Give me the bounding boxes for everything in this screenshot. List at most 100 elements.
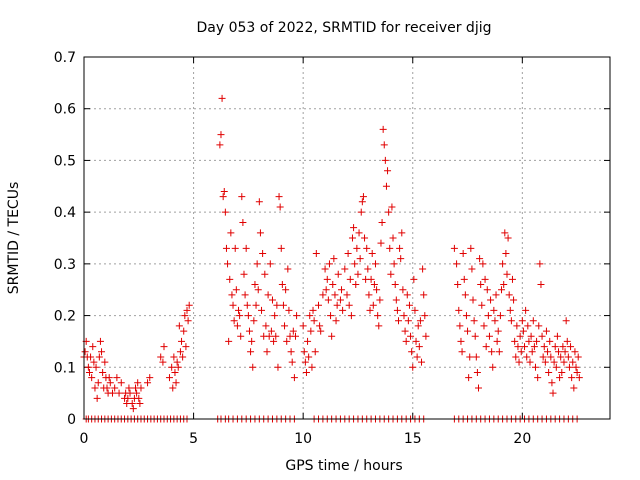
plot-frame	[83, 56, 611, 420]
data-point	[411, 306, 419, 314]
data-point	[539, 353, 547, 361]
data-point	[523, 353, 531, 361]
data-point	[276, 203, 284, 211]
data-point	[366, 306, 374, 314]
data-point	[380, 141, 388, 149]
data-point	[464, 327, 472, 335]
data-point	[225, 337, 233, 345]
data-point	[393, 306, 401, 314]
data-point	[293, 312, 301, 320]
data-point	[494, 327, 502, 335]
data-point	[91, 384, 99, 392]
data-point	[243, 301, 251, 309]
data-point	[466, 353, 474, 361]
data-point	[536, 260, 544, 268]
data-point	[542, 327, 550, 335]
data-point	[479, 260, 487, 268]
data-point	[236, 312, 244, 320]
data-point	[359, 193, 367, 201]
data-point	[253, 260, 261, 268]
data-point	[94, 379, 102, 387]
y-tick-labels: 0 0.1 0.2 0.3 0.4 0.5 0.6 0.7	[54, 50, 76, 428]
data-point	[273, 301, 281, 309]
data-point	[478, 301, 486, 309]
x-tick-label: 20	[513, 431, 531, 447]
data-point	[512, 353, 520, 361]
data-point	[564, 353, 572, 361]
data-point	[403, 291, 411, 299]
data-point	[374, 312, 382, 320]
data-point	[176, 348, 184, 356]
data-point	[364, 265, 372, 273]
data-point	[460, 275, 468, 283]
data-point	[371, 260, 379, 268]
data-point	[378, 218, 386, 226]
data-point	[524, 322, 532, 330]
data-point	[264, 291, 272, 299]
data-point	[343, 291, 351, 299]
data-point	[495, 348, 503, 356]
data-point	[370, 281, 378, 289]
data-point	[522, 306, 530, 314]
data-point	[483, 286, 491, 294]
data-point	[489, 363, 497, 371]
data-point	[356, 255, 364, 263]
data-point	[233, 322, 241, 330]
data-point	[231, 244, 239, 252]
data-point	[377, 239, 385, 247]
data-point	[567, 343, 575, 351]
data-point	[515, 358, 523, 366]
data-point	[405, 301, 413, 309]
data-point	[316, 322, 324, 330]
data-point	[493, 337, 501, 345]
data-point	[290, 374, 298, 382]
data-point	[87, 353, 95, 361]
data-point	[309, 306, 317, 314]
data-point	[324, 296, 332, 304]
y-tick-label: 0.1	[54, 360, 76, 376]
data-point	[492, 291, 500, 299]
data-point	[404, 317, 412, 325]
data-point	[252, 301, 260, 309]
data-point	[258, 306, 266, 314]
data-point	[315, 301, 323, 309]
data-point	[361, 234, 369, 242]
data-point	[171, 368, 179, 376]
data-point	[549, 389, 557, 397]
data-point	[96, 337, 104, 345]
data-point	[399, 286, 407, 294]
data-point	[521, 343, 529, 351]
data-point	[277, 244, 285, 252]
chart-title: Day 053 of 2022, SRMTID for receiver dji…	[197, 20, 492, 36]
data-point	[350, 224, 358, 232]
data-point	[338, 286, 346, 294]
data-point	[263, 348, 271, 356]
data-point	[108, 389, 116, 397]
data-point	[311, 348, 319, 356]
data-point	[334, 270, 342, 278]
data-point	[410, 275, 418, 283]
data-point	[291, 332, 299, 340]
y-tick-label: 0	[67, 412, 76, 428]
data-point	[381, 156, 389, 164]
data-point	[327, 312, 335, 320]
data-point	[238, 193, 246, 201]
data-point	[168, 363, 176, 371]
data-point	[85, 368, 93, 376]
data-point	[476, 255, 484, 263]
data-point	[557, 353, 565, 361]
data-point	[232, 286, 240, 294]
data-point	[517, 348, 525, 356]
data-point	[146, 374, 154, 382]
data-point	[180, 327, 188, 335]
x-tick-label: 5	[189, 431, 198, 447]
data-point	[387, 270, 395, 278]
data-point	[526, 358, 534, 366]
data-point	[307, 327, 315, 335]
data-point	[412, 337, 420, 345]
data-point	[504, 234, 512, 242]
data-point	[256, 229, 264, 237]
data-point	[574, 353, 582, 361]
data-point	[414, 322, 422, 330]
data-point	[527, 332, 535, 340]
